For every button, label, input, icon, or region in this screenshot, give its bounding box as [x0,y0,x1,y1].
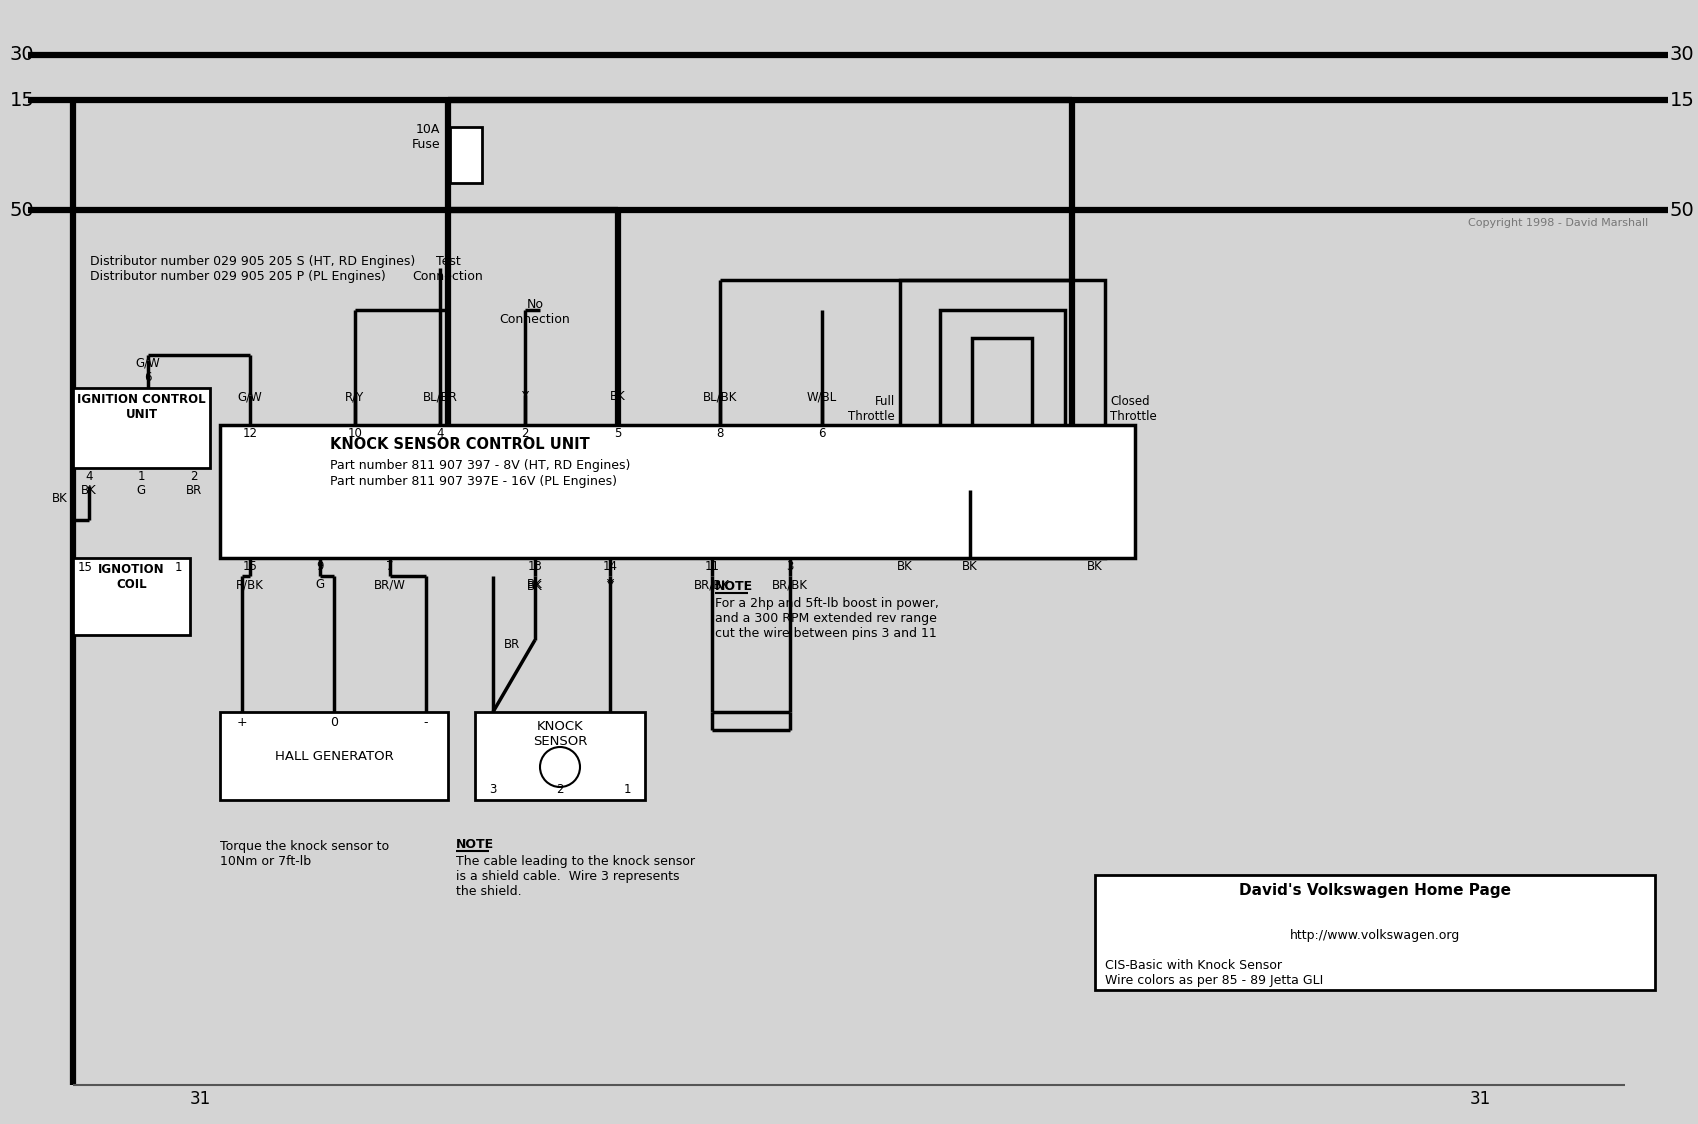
Text: 30: 30 [10,45,34,64]
Text: 15: 15 [10,91,36,109]
Text: Closed
Throttle: Closed Throttle [1110,395,1156,423]
Text: 8: 8 [717,427,723,439]
Bar [900,280,1105,558]
Text: Part number 811 907 397E - 16V (PL Engines): Part number 811 907 397E - 16V (PL Engin… [329,475,616,488]
Text: G/W: G/W [136,356,160,369]
Text: Copyright 1998 - David Marshall: Copyright 1998 - David Marshall [1467,218,1649,228]
Text: 0: 0 [329,716,338,729]
Text: 14: 14 [603,560,618,573]
Text: 6: 6 [818,427,825,439]
Text: 4: 4 [436,427,443,439]
Text: 4: 4 [85,470,93,483]
Text: HALL GENERATOR: HALL GENERATOR [275,750,394,762]
Text: 9: 9 [316,560,324,573]
Text: 50: 50 [10,200,34,219]
Text: R/BK: R/BK [236,578,263,591]
Text: IGNITION CONTROL
UNIT: IGNITION CONTROL UNIT [76,393,205,422]
Text: Test
Connection: Test Connection [413,255,484,283]
Text: 10: 10 [348,427,362,439]
Text: 10A
Fuse: 10A Fuse [411,123,440,151]
Text: 1: 1 [138,470,144,483]
Text: 7: 7 [385,560,394,573]
Bar [221,711,448,800]
Text: 31: 31 [190,1090,211,1108]
Text: BL/BK: BL/BK [703,390,737,404]
Text: 13: 13 [528,560,542,573]
Text: 3: 3 [489,783,498,796]
Text: Distributor number 029 905 205 S (HT, RD Engines)
Distributor number 029 905 205: Distributor number 029 905 205 S (HT, RD… [90,255,416,283]
Text: 1: 1 [175,561,182,574]
Bar [73,558,190,635]
Text: 2: 2 [557,783,564,796]
Text: CIS-Basic with Knock Sensor
Wire colors as per 85 - 89 Jetta GLI: CIS-Basic with Knock Sensor Wire colors … [1105,959,1323,987]
Text: G: G [136,484,146,497]
Text: BR/BK: BR/BK [773,578,808,591]
Text: 12: 12 [243,427,258,439]
Text: BK: BK [1087,560,1104,573]
Text: BR: BR [504,638,520,652]
Text: Y: Y [606,578,613,591]
Text: +: + [236,716,248,729]
Bar [941,310,1065,490]
Text: BK: BK [526,580,543,593]
Text: BR/BK: BR/BK [694,578,730,591]
Text: http://www.volkswagen.org: http://www.volkswagen.org [1290,930,1460,942]
Text: R/Y: R/Y [345,390,365,404]
Text: 31: 31 [1469,1090,1491,1108]
Text: 3: 3 [786,560,793,573]
Text: Y: Y [521,390,528,404]
Text: 2: 2 [521,427,528,439]
Text: Y: Y [606,580,613,593]
Text: W/BL: W/BL [807,390,837,404]
Text: 15: 15 [243,560,258,573]
Text: 2: 2 [190,470,197,483]
Text: IGNOTION
COIL: IGNOTION COIL [98,563,165,591]
Text: BK: BK [82,484,97,497]
Text: KNOCK SENSOR CONTROL UNIT: KNOCK SENSOR CONTROL UNIT [329,437,589,452]
Text: 5: 5 [615,427,621,439]
Text: BR/W: BR/W [374,578,406,591]
Text: BK: BK [897,560,914,573]
Bar [1095,874,1656,990]
Text: BK: BK [610,390,627,404]
Text: 11: 11 [705,560,720,573]
Text: David's Volkswagen Home Page: David's Volkswagen Home Page [1240,883,1511,898]
Bar [221,425,1134,558]
Text: BL/BR: BL/BR [423,390,457,404]
Text: For a 2hp and 5ft-lb boost in power,
and a 300 RPM extended rev range
cut the wi: For a 2hp and 5ft-lb boost in power, and… [715,597,939,640]
Bar [73,388,211,468]
Text: Full
Throttle: Full Throttle [849,395,895,423]
Text: NOTE: NOTE [457,839,494,851]
Text: -: - [424,716,428,729]
Text: 15: 15 [1671,91,1695,109]
Text: KNOCK
SENSOR: KNOCK SENSOR [533,720,588,747]
Text: BK: BK [526,578,543,591]
Bar [450,127,482,183]
Text: No
Connection: No Connection [499,298,571,326]
Bar [971,338,1032,439]
Text: G/W: G/W [238,390,263,404]
Text: BK: BK [53,491,68,505]
Text: 50: 50 [1671,200,1695,219]
Text: 15: 15 [78,561,92,574]
Text: BK: BK [963,560,978,573]
Text: 6: 6 [144,371,151,384]
Bar [475,711,645,800]
Text: 1: 1 [623,783,630,796]
Text: 30: 30 [1671,45,1695,64]
Text: Torque the knock sensor to
10Nm or 7ft-lb: Torque the knock sensor to 10Nm or 7ft-l… [221,840,389,868]
Text: The cable leading to the knock sensor
is a shield cable.  Wire 3 represents
the : The cable leading to the knock sensor is… [457,855,694,898]
Text: Part number 811 907 397 - 8V (HT, RD Engines): Part number 811 907 397 - 8V (HT, RD Eng… [329,459,630,472]
Text: NOTE: NOTE [715,580,754,593]
Text: G: G [316,578,324,591]
Text: BR: BR [185,484,202,497]
